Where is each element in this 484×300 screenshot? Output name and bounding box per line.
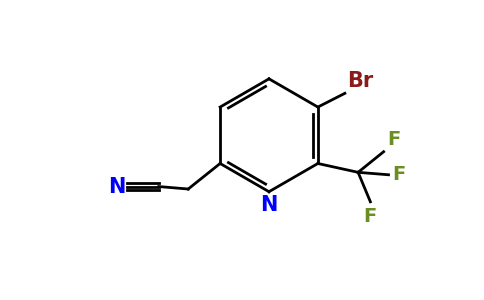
Text: N: N (260, 196, 278, 215)
Text: F: F (364, 207, 377, 226)
Text: Br: Br (348, 71, 374, 91)
Text: F: F (388, 130, 401, 149)
Text: N: N (108, 177, 126, 196)
Text: F: F (393, 165, 406, 184)
